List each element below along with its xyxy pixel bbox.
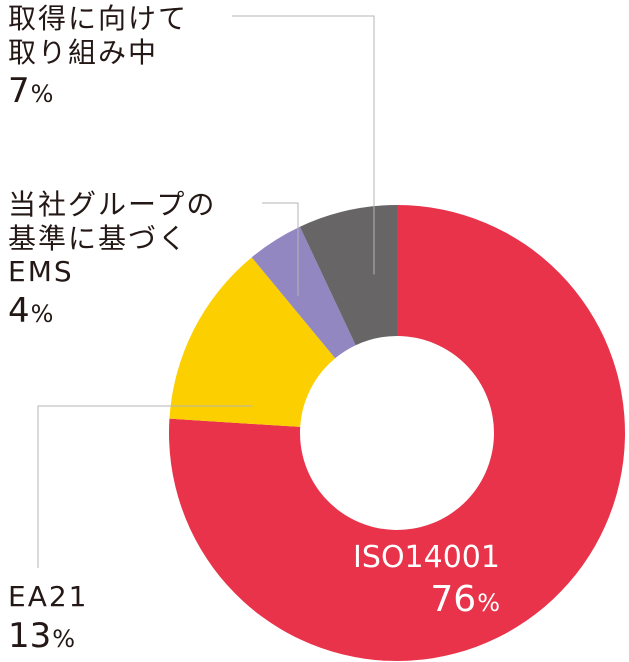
label-group-ems-percent: 4% xyxy=(8,291,216,332)
label-ea21-percent: 13% xyxy=(8,616,88,657)
label-group-ems-line1: 当社グループの xyxy=(8,188,217,221)
slice-iso14001 xyxy=(169,205,626,661)
slice-group-ems xyxy=(251,226,356,359)
label-iso14001-name: ISO14001 xyxy=(353,540,500,575)
label-in-progress-sign: % xyxy=(30,80,54,109)
label-ea21-sign: % xyxy=(52,624,76,653)
label-iso14001: ISO14001 76% xyxy=(330,540,500,621)
label-in-progress-line2: 取り組み中 xyxy=(8,35,159,69)
label-in-progress-line1: 取得に向けて xyxy=(8,2,189,35)
label-ea21-value: 13 xyxy=(8,615,52,656)
label-iso14001-percent: 76% xyxy=(330,578,500,621)
slice-in-progress xyxy=(299,205,397,346)
label-group-ems-line3: EMS xyxy=(8,255,74,289)
leader-line-ea21 xyxy=(37,405,253,568)
label-group-ems-value: 4 xyxy=(8,290,30,331)
label-in-progress: 取得に向けて 取り組み中 7% xyxy=(8,2,188,112)
label-in-progress-percent: 7% xyxy=(8,71,188,112)
leader-line-group-ems xyxy=(262,202,299,296)
label-iso14001-sign: % xyxy=(477,589,500,617)
label-ea21-name: EA21 xyxy=(8,580,89,613)
label-iso14001-value: 76 xyxy=(430,579,477,620)
slice-ea21 xyxy=(169,257,336,427)
label-group-ems-sign: % xyxy=(30,299,54,328)
label-group-ems-line2: 基準に基づく xyxy=(8,221,189,255)
label-ea21: EA21 13% xyxy=(8,580,88,656)
label-in-progress-value: 7 xyxy=(8,71,30,112)
leader-line-in-progress xyxy=(232,15,375,275)
label-group-ems: 当社グループの 基準に基づく EMS 4% xyxy=(8,188,216,332)
